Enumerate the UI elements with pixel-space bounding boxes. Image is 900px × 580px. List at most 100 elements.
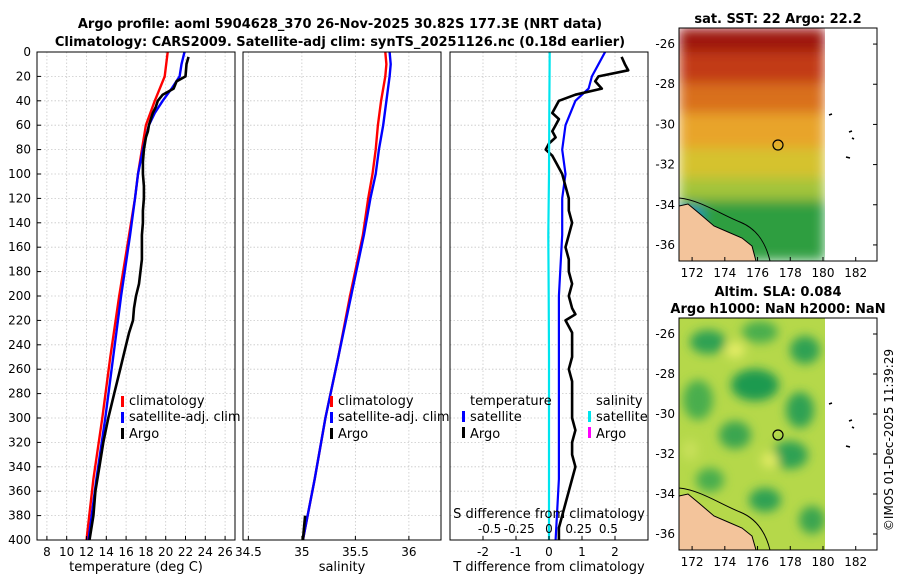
s-tick-label: 0 bbox=[545, 522, 553, 536]
map-x-tick-label: 178 bbox=[779, 555, 802, 569]
y-tick-label: 260 bbox=[8, 362, 31, 376]
t-difference-xlabel: T difference from climatology bbox=[452, 560, 645, 575]
x-tick-label: -1 bbox=[510, 545, 522, 559]
legend-swatch-climatology bbox=[330, 396, 333, 407]
sla-y-ticks: -26 -28 -30 -32 -34 -36 bbox=[655, 327, 877, 541]
y-tick-label: 340 bbox=[8, 460, 31, 474]
salinity-series bbox=[301, 52, 392, 540]
sla-x-ticks: 172 174 176 178 180 182 bbox=[681, 546, 867, 569]
sst-y-ticks: -26 -28 -30 -32 -34 -36 bbox=[655, 37, 877, 252]
y-tick-label: 160 bbox=[8, 240, 31, 254]
temperature-xlabel: temperature (deg C) bbox=[69, 560, 203, 575]
sst-field bbox=[679, 28, 877, 261]
map-x-tick-label: 172 bbox=[681, 555, 704, 569]
temperature-panel: 0 20 40 60 80 100 120 140 160 180 200 220 240 260 280 3… bbox=[8, 45, 241, 575]
sla-coastline bbox=[679, 402, 855, 550]
legend-label-argo: Argo bbox=[129, 427, 159, 442]
series-line-argo bbox=[88, 56, 190, 540]
legend-title-temperature: temperature bbox=[470, 394, 552, 409]
figure-title-line1: Argo profile: aoml 5904628_370 26-Nov-20… bbox=[78, 17, 602, 32]
s-tick-label: 0.25 bbox=[565, 522, 592, 536]
s-tick-label: 0.5 bbox=[599, 522, 618, 536]
x-tick-label: 35.5 bbox=[342, 545, 369, 559]
y-tick-label: 300 bbox=[8, 411, 31, 425]
map-y-tick-label: -34 bbox=[655, 198, 675, 212]
y-tick-label: 400 bbox=[8, 533, 31, 547]
y-tick-label: 380 bbox=[8, 509, 31, 523]
map-y-tick-label: -28 bbox=[655, 367, 675, 381]
y-tick-label: 180 bbox=[8, 265, 31, 279]
map-x-tick-label: 182 bbox=[844, 266, 867, 280]
map-x-tick-label: 180 bbox=[812, 266, 835, 280]
sst-map-frame bbox=[678, 27, 878, 262]
sla-field bbox=[679, 318, 877, 550]
map-x-tick-label: 172 bbox=[681, 266, 704, 280]
series-line-temperature-argo bbox=[544, 56, 630, 540]
x-tick-label: 35 bbox=[294, 545, 309, 559]
map-x-tick-label: 180 bbox=[812, 555, 835, 569]
x-tick-label: 10 bbox=[59, 545, 74, 559]
x-tick-label: 20 bbox=[158, 545, 173, 559]
salinity-axes-box bbox=[242, 51, 442, 541]
map-x-tick-label: 182 bbox=[844, 555, 867, 569]
legend-label-satellite: satellite-adj. clim bbox=[338, 410, 450, 425]
legend-swatch-argo bbox=[121, 428, 124, 439]
temperature-y-ticks: 0 20 40 60 80 100 120 140 160 180 200 220 240 260 280 3… bbox=[8, 45, 41, 547]
legend-label-sal-argo: Argo bbox=[596, 427, 626, 442]
salinity-xlabel: salinity bbox=[319, 560, 366, 575]
salinity-legend: climatology satellite-adj. clim Argo bbox=[330, 394, 450, 442]
salinity-x-ticks: 34.5 35 35.5 36 bbox=[235, 536, 417, 559]
legend-swatch-sal-satellite bbox=[588, 411, 591, 422]
x-tick-label: 18 bbox=[138, 545, 153, 559]
temperature-x-ticks: 8 10 12 14 16 18 20 22 24 26 bbox=[43, 536, 233, 559]
map-x-tick-label: 174 bbox=[713, 266, 736, 280]
map-y-tick-label: -28 bbox=[655, 77, 675, 91]
figure-title-line2: Climatology: CARS2009. Satellite-adj cli… bbox=[55, 35, 625, 50]
temperature-grid bbox=[37, 51, 235, 541]
sla-argo-position-marker bbox=[772, 429, 784, 441]
difference-series bbox=[544, 52, 630, 540]
map-y-tick-label: -32 bbox=[655, 158, 675, 172]
x-tick-label: 1 bbox=[578, 545, 586, 559]
legend-label-temp-satellite: satellite bbox=[470, 410, 522, 425]
s-tick-label: -0.5 bbox=[478, 522, 501, 536]
legend-swatch-climatology bbox=[121, 396, 124, 407]
legend-label-climatology: climatology bbox=[338, 394, 414, 409]
salinity-grid bbox=[243, 51, 441, 541]
map-x-tick-label: 178 bbox=[779, 266, 802, 280]
x-tick-label: 16 bbox=[118, 545, 133, 559]
x-tick-label: 24 bbox=[198, 545, 213, 559]
difference-s-ticks: -0.5 -0.25 0 0.25 0.5 bbox=[478, 522, 618, 536]
map-y-tick-label: -30 bbox=[655, 407, 675, 421]
sla-map-title-line1: Altim. SLA: 0.084 bbox=[715, 285, 842, 300]
map-x-tick-label: 176 bbox=[746, 266, 769, 280]
x-tick-label: 2 bbox=[611, 545, 619, 559]
y-tick-label: 40 bbox=[16, 94, 31, 108]
sla-map-panel: Altim. SLA: 0.084 Argo h1000: NaN h2000:… bbox=[655, 285, 885, 569]
map-x-tick-label: 174 bbox=[713, 555, 736, 569]
x-tick-label: 26 bbox=[217, 545, 232, 559]
legend-swatch-sal-argo bbox=[588, 427, 591, 438]
s-difference-label: S difference from climatology bbox=[453, 507, 645, 522]
y-tick-label: 140 bbox=[8, 216, 31, 230]
x-tick-label: 34.5 bbox=[235, 545, 262, 559]
sla-map-frame bbox=[678, 317, 878, 551]
x-tick-label: 8 bbox=[43, 545, 51, 559]
y-tick-label: 20 bbox=[16, 69, 31, 83]
map-y-tick-label: -36 bbox=[655, 527, 675, 541]
x-tick-label: 0 bbox=[545, 545, 553, 559]
legend-swatch-temp-argo bbox=[462, 427, 465, 438]
s-tick-label: -0.25 bbox=[504, 522, 535, 536]
y-tick-label: 280 bbox=[8, 387, 31, 401]
legend-swatch-satellite bbox=[121, 412, 124, 423]
legend-label-argo: Argo bbox=[338, 427, 368, 442]
legend-title-salinity: salinity bbox=[596, 394, 643, 409]
legend-label-satellite: satellite-adj. clim bbox=[129, 410, 241, 425]
x-tick-label: 36 bbox=[401, 545, 416, 559]
temperature-legend: climatology satellite-adj. clim Argo bbox=[121, 394, 241, 442]
legend-swatch-temp-satellite bbox=[462, 411, 465, 422]
y-tick-label: 100 bbox=[8, 167, 31, 181]
map-y-tick-label: -26 bbox=[655, 37, 675, 51]
legend-swatch-argo bbox=[330, 428, 333, 439]
